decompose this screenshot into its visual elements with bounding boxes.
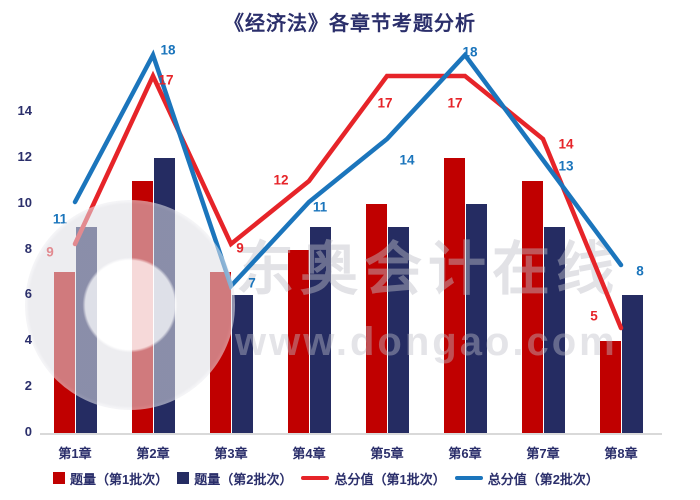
data-label-line1-ch6: 17 <box>447 95 463 111</box>
x-axis-label-chapter-7: 第7章 <box>526 446 560 461</box>
data-label-line1-ch7: 14 <box>558 136 574 152</box>
legend-label: 总分值（第1批次） <box>334 471 446 487</box>
data-label-line2-ch5: 14 <box>399 152 415 168</box>
bar-batch1-ch7 <box>521 180 543 433</box>
data-label-line2-ch3: 7 <box>248 275 256 291</box>
x-axis-label-chapter-8: 第8章 <box>604 446 638 461</box>
watermark-brand-text: 东奥会计在线 <box>236 237 621 302</box>
legend-label: 题量（第1批次） <box>70 471 169 487</box>
y-axis-tick-12: 12 <box>17 148 32 164</box>
data-label-line1-ch4: 12 <box>273 172 289 188</box>
legend-item-bar-batch2: 题量（第2批次） <box>177 469 292 488</box>
legend-item-bar-batch1: 题量（第1批次） <box>53 469 168 488</box>
bar-batch1-ch8 <box>599 341 621 433</box>
chart-title: 《经济法》各章节考题分析 <box>224 13 476 35</box>
data-label-line1-ch5: 17 <box>377 95 393 111</box>
legend-line-swatch-batch2 <box>454 476 483 480</box>
legend-square-swatch-batch1 <box>53 472 65 484</box>
legend-item-line-batch2: 总分值（第2批次） <box>454 469 599 488</box>
bar-batch2-ch7 <box>543 226 565 433</box>
y-axis-tick-6: 6 <box>24 286 32 302</box>
data-label-line2-ch4: 11 <box>312 199 328 215</box>
bar-batch2-ch5 <box>387 226 409 433</box>
line-batch1 <box>72 70 624 331</box>
y-axis-tick-2: 2 <box>24 378 32 394</box>
data-label-line1-ch2: 17 <box>158 72 174 88</box>
legend-line-swatch-batch1 <box>301 476 330 480</box>
legend-label: 总分值（第2批次） <box>487 471 599 487</box>
legend-label: 题量（第2批次） <box>194 471 293 487</box>
x-axis-label-chapter-3: 第3章 <box>214 446 248 461</box>
x-axis-label-chapter-2: 第2章 <box>136 446 170 461</box>
data-label-line1-ch8: 5 <box>590 308 598 324</box>
x-axis-label-chapter-1: 第1章 <box>58 446 92 461</box>
y-axis-tick-10: 10 <box>17 194 32 210</box>
data-label-line2-ch2: 18 <box>160 42 176 58</box>
legend-item-line-batch1: 总分值（第1批次） <box>301 469 446 488</box>
bar-batch1-ch4 <box>287 249 309 433</box>
bar-batch1-ch6 <box>443 157 465 433</box>
data-label-line2-ch7: 13 <box>558 158 574 174</box>
y-axis-tick-8: 8 <box>24 240 32 256</box>
y-axis-tick-14: 14 <box>17 102 32 118</box>
x-axis-label-chapter-4: 第4章 <box>292 446 326 461</box>
bar-batch2-ch6 <box>465 203 487 433</box>
legend-square-swatch-batch2 <box>177 472 190 484</box>
watermark-logo-circle <box>25 200 235 410</box>
data-label-line1-ch3: 9 <box>236 240 244 256</box>
x-axis-label-chapter-6: 第6章 <box>448 446 482 461</box>
bar-batch2-ch8 <box>621 295 643 433</box>
data-label-line2-ch8: 8 <box>636 263 644 279</box>
bar-batch1-ch5 <box>365 203 387 433</box>
bar-batch2-ch4 <box>309 226 331 433</box>
watermark-site-text: www.dongao.com <box>235 320 618 364</box>
y-axis-tick-0: 0 <box>24 424 32 439</box>
bar-batch2-ch3 <box>231 295 253 433</box>
chart-legend: 题量（第1批次） 题量（第2批次） 总分值（第1批次） 总分值（第2批次） <box>53 468 608 488</box>
line-batch2 <box>72 49 624 291</box>
data-label-line2-ch6: 18 <box>462 44 478 60</box>
x-axis-line <box>40 433 662 435</box>
x-axis-label-chapter-5: 第5章 <box>370 446 404 461</box>
y-axis-tick-4: 4 <box>24 332 32 348</box>
